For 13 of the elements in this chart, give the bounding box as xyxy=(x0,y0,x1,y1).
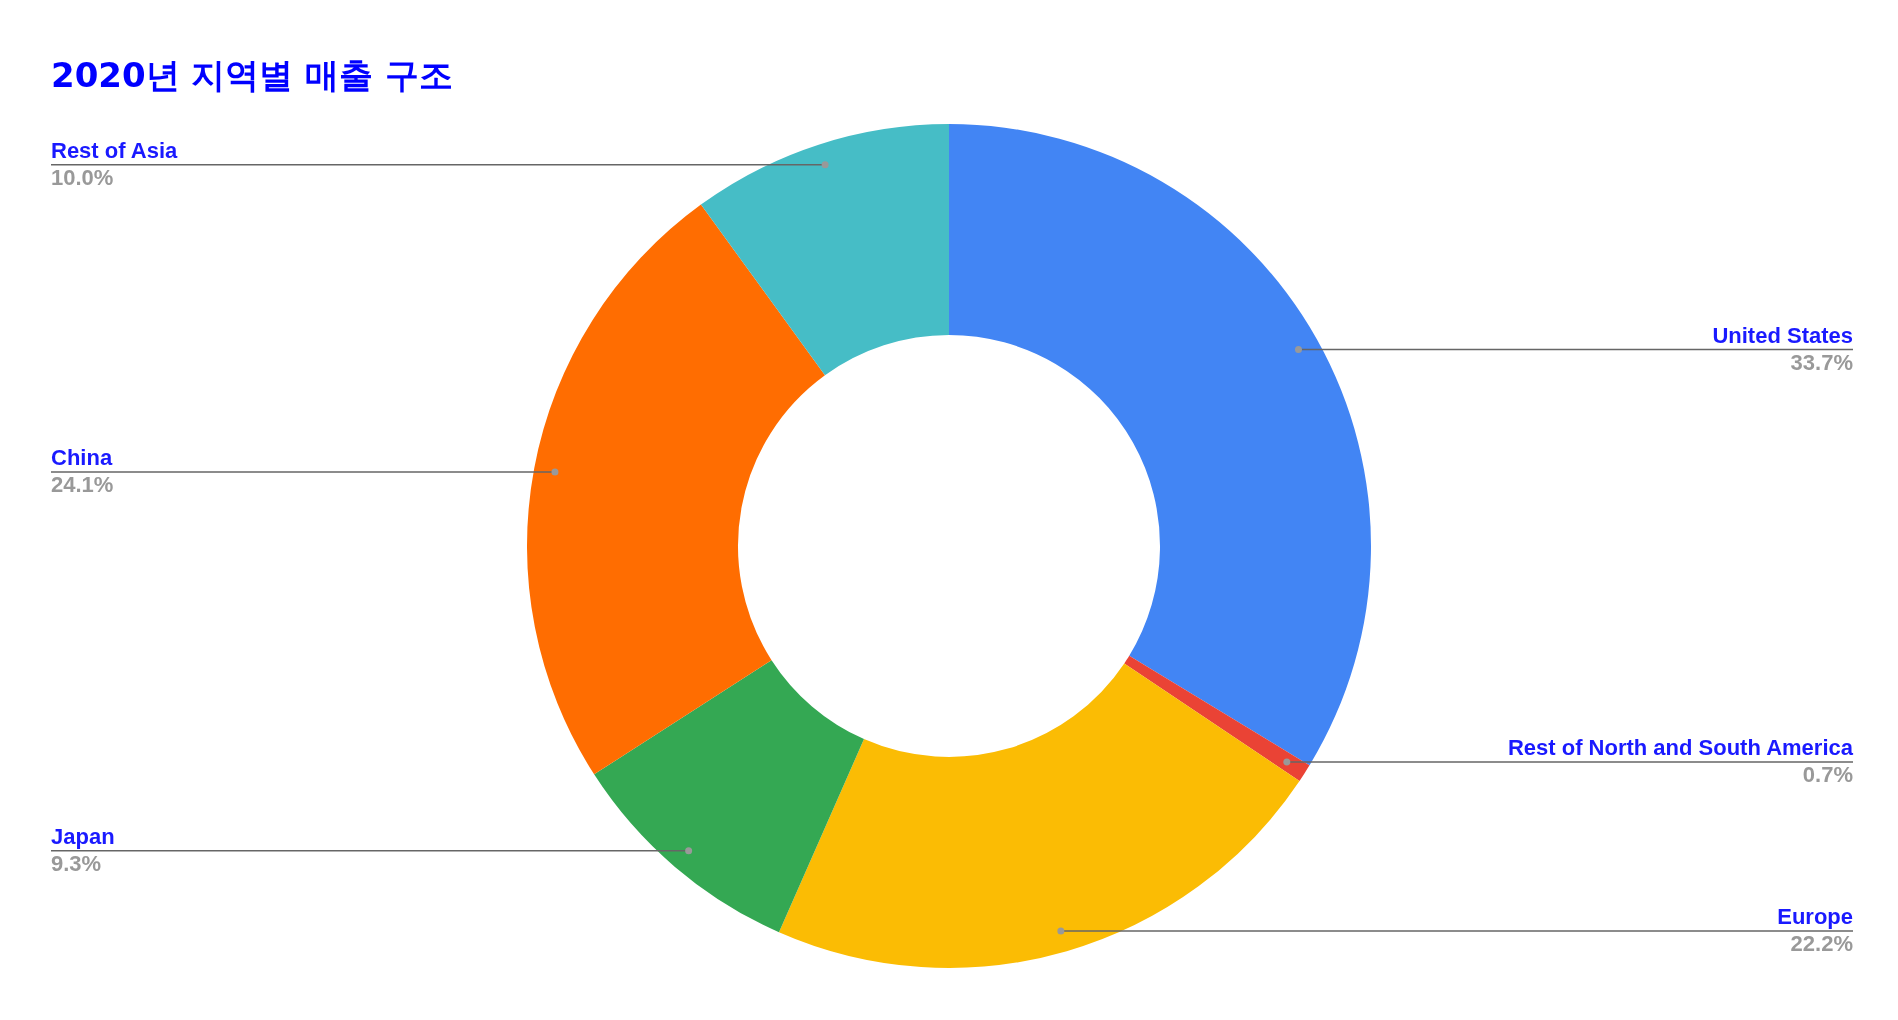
data-label: 9.3% xyxy=(51,850,102,876)
data-label: 10.0% xyxy=(51,164,114,190)
slice-label: Europe xyxy=(1777,904,1853,930)
slice-label: Rest of North and South America xyxy=(1507,734,1854,760)
data-label: 22.2% xyxy=(1790,931,1853,957)
slice-label: China xyxy=(51,445,113,471)
slice-label: Japan xyxy=(51,823,115,849)
chart-title: 2020년 지역별 매출 구조 xyxy=(51,55,454,95)
slice-label: United States xyxy=(1712,322,1853,348)
data-label: 0.7% xyxy=(1802,761,1853,787)
data-label: 33.7% xyxy=(1790,349,1853,375)
data-label: 24.1% xyxy=(51,472,114,498)
slice-label: Rest of Asia xyxy=(51,137,179,163)
